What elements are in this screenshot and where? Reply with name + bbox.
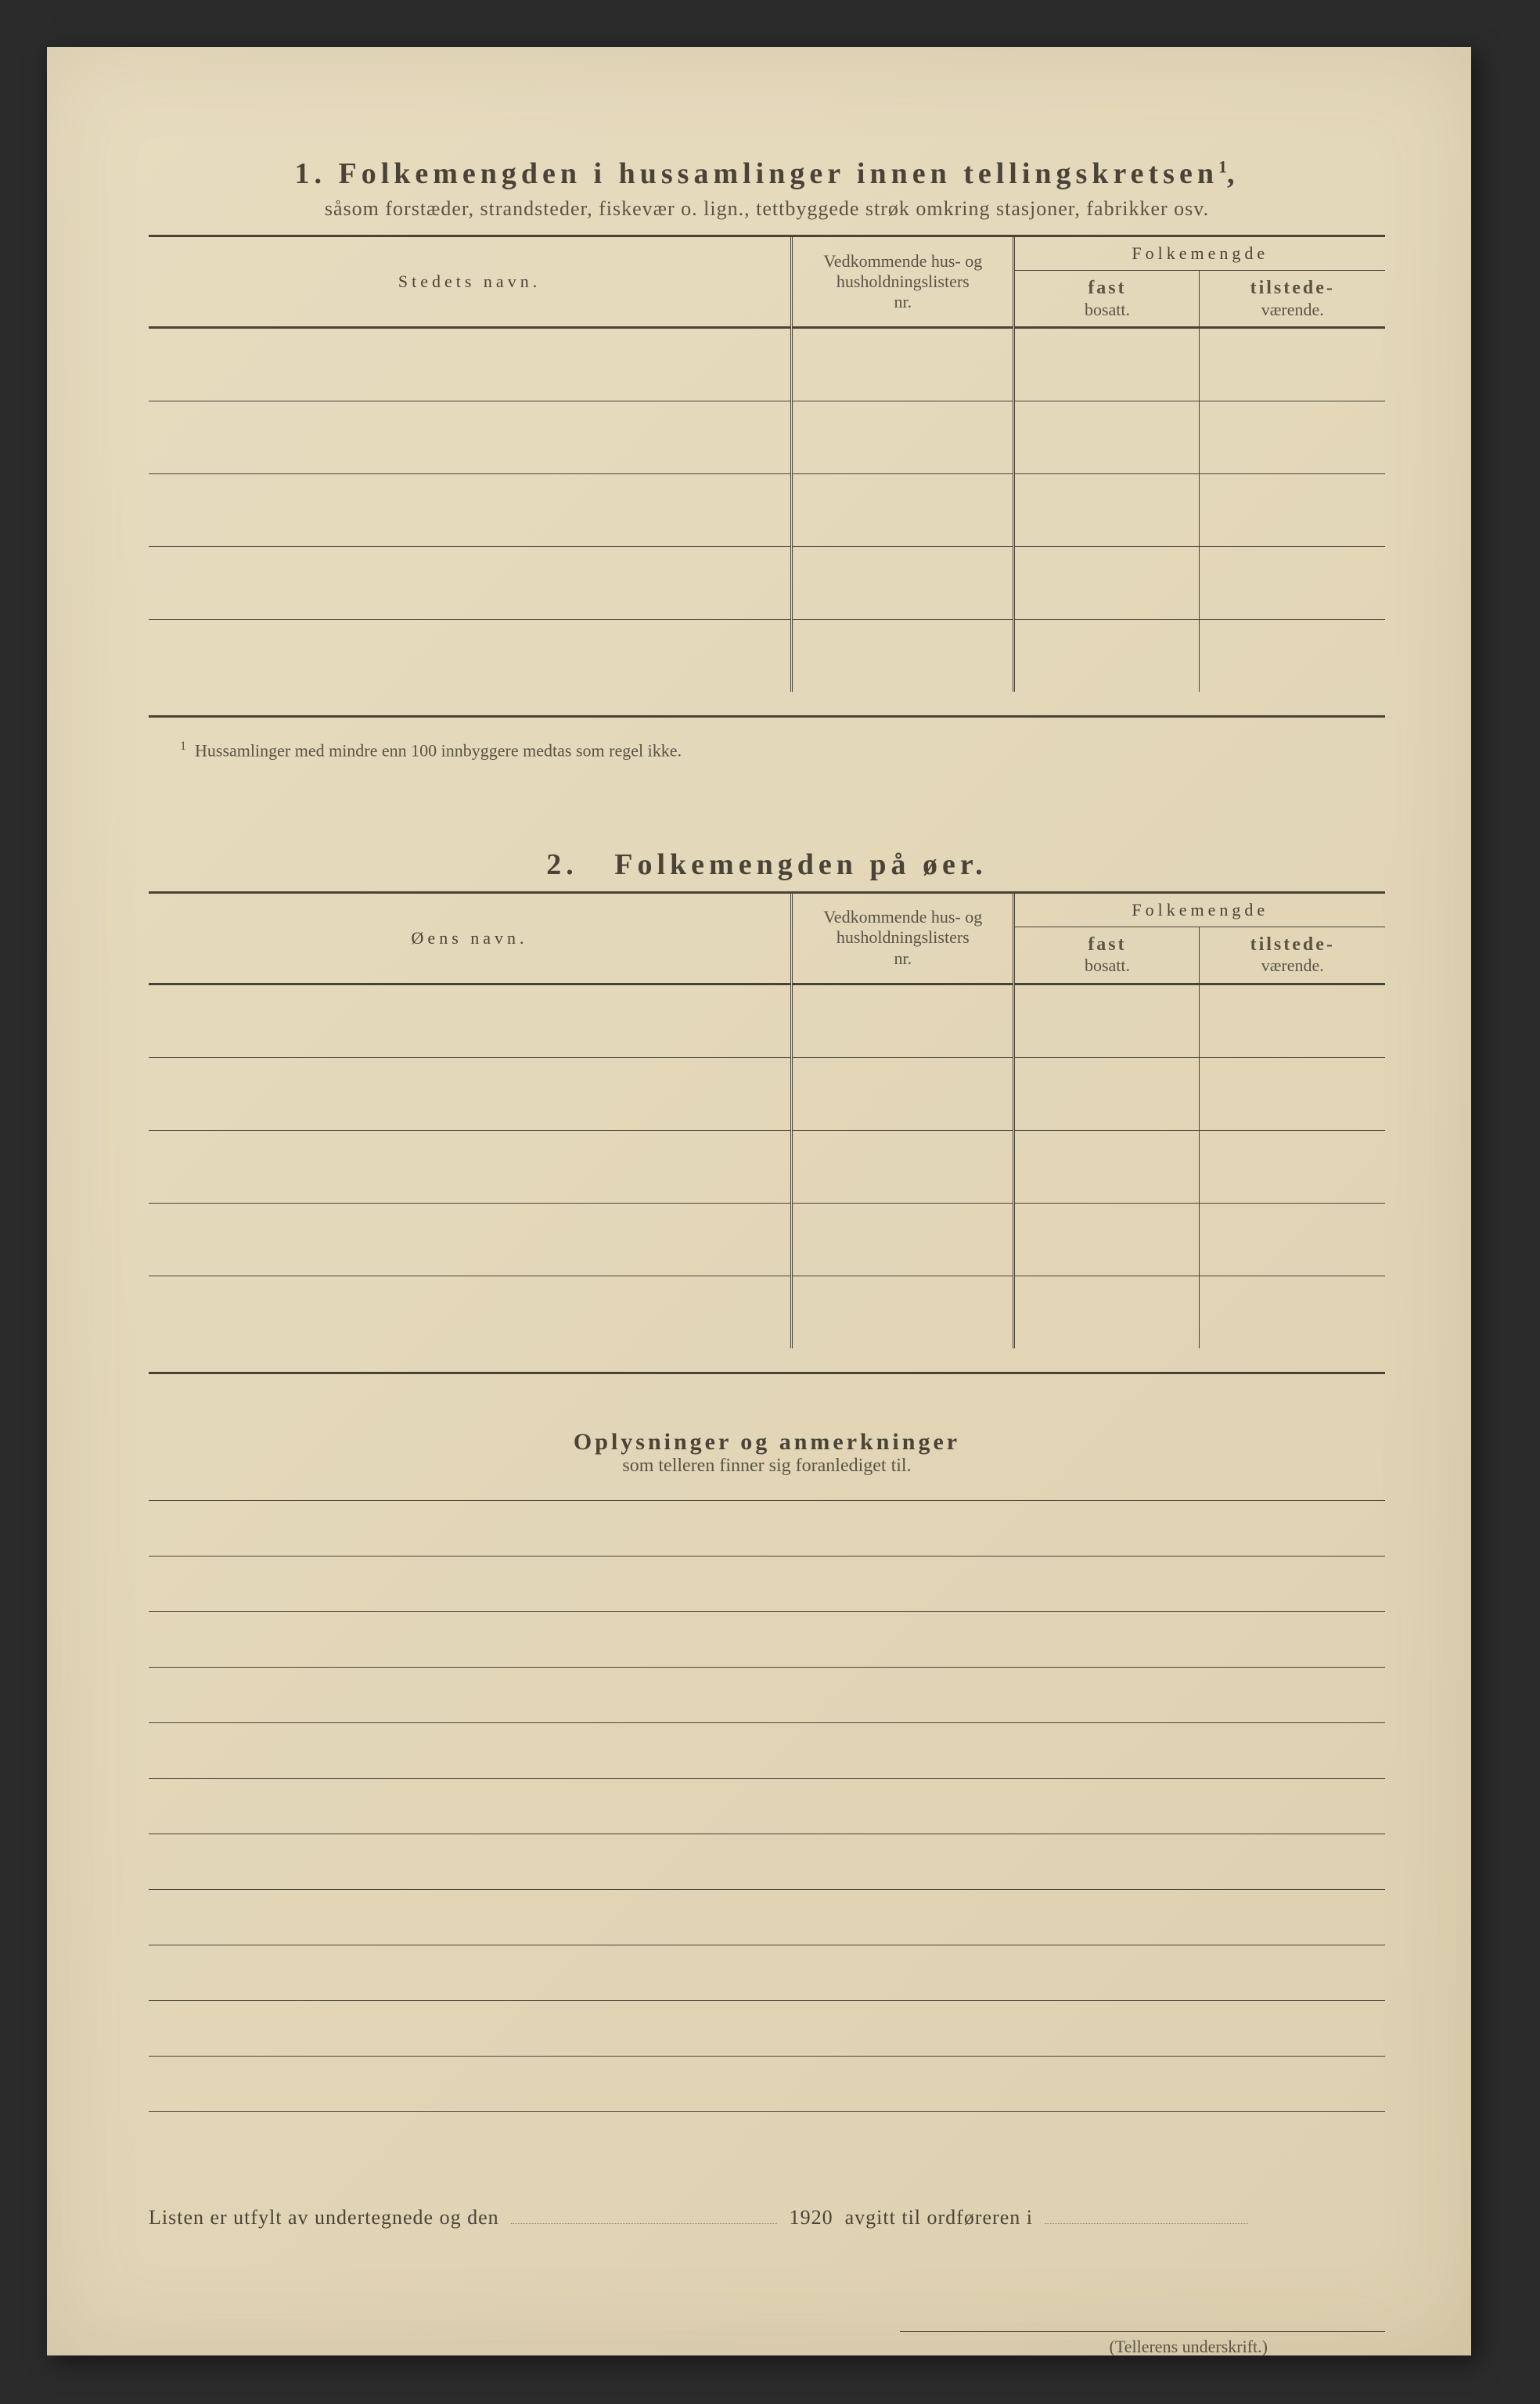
section2-table: Øens navn. Vedkommende hus- og husholdni… — [149, 894, 1385, 1348]
rule — [149, 1372, 1385, 1374]
s2-col-name: Øens navn. — [149, 894, 792, 984]
rule — [149, 715, 1385, 718]
s2-til-s: værende. — [1261, 955, 1324, 975]
s2-col-ref-l2: husholdningslisters — [837, 927, 970, 947]
in-ruled-line — [149, 1722, 1385, 1778]
notes-title: Oplysninger og anmerkninger — [149, 1429, 1385, 1456]
section1-number: 1. — [295, 157, 327, 190]
s1-col-ref-l2: husholdningslisters — [837, 272, 970, 291]
section2-number: 2. — [546, 848, 578, 881]
signature-line — [900, 2331, 1385, 2332]
footnote-mark: 1 — [180, 740, 186, 753]
in-ruled-line — [149, 1556, 1385, 1611]
section2-title: 2. Folkemengden på øer. — [149, 848, 1385, 882]
s2-col-ref-l1: Vedkommende hus- og — [823, 907, 982, 927]
s2-fast-s: bosatt. — [1085, 955, 1130, 975]
section1-footnote: 1 Hussamlinger med mindre enn 100 innbyg… — [180, 740, 1385, 761]
attest-suffix: avgitt til ordføreren i — [845, 2206, 1033, 2229]
in-ruled-line — [149, 1500, 1385, 1556]
census-form-page: { "section1": { "number": "1.", "title":… — [47, 47, 1471, 2355]
s1-fast-s: bosatt. — [1085, 300, 1130, 319]
attest-blank-date — [511, 2223, 777, 2224]
in-ruled-line — [149, 1611, 1385, 1667]
s2-col-tilstede: tilstede- værende. — [1200, 927, 1385, 984]
s1-col-fast: fast bosatt. — [1014, 271, 1200, 328]
s2-col-ref: Vedkommende hus- og husholdningslisters … — [792, 894, 1014, 984]
section1-title-sup: 1 — [1218, 157, 1227, 176]
attestation-line: Listen er utfylt av undertegnede og den … — [149, 2206, 1385, 2229]
section1-table: Stedets navn. Vedkommende hus- og hushol… — [149, 237, 1385, 692]
section1-title-text: Folkemengden i hussamlinger innen tellin… — [339, 157, 1218, 190]
s1-col-ref-l1: Vedkommende hus- og — [823, 251, 982, 271]
in-ruled-line — [149, 2056, 1385, 2111]
notes-ruled-area — [149, 1500, 1385, 2167]
s1-col-group: Folkemengde — [1014, 237, 1385, 271]
footnote-text: Hussamlinger med mindre enn 100 innbygge… — [195, 741, 682, 761]
in-ruled-line — [149, 1889, 1385, 1945]
s2-col-ref-l3: nr. — [894, 948, 912, 968]
attest-blank-place — [1045, 2223, 1248, 2224]
in-ruled-line — [149, 1667, 1385, 1722]
notes-subtitle: som telleren finner sig foranlediget til… — [149, 1456, 1385, 1477]
s1-col-ref-l3: nr. — [894, 292, 912, 311]
in-ruled-line — [149, 2000, 1385, 2056]
s2-til-b: tilstede- — [1204, 934, 1380, 956]
s1-col-ref: Vedkommende hus- og husholdningslisters … — [792, 237, 1014, 328]
s2-fast-b: fast — [1020, 934, 1194, 956]
section1-title: 1. Folkemengden i hussamlinger innen tel… — [149, 157, 1385, 191]
in-ruled-line — [149, 1778, 1385, 1834]
s1-til-b: tilstede- — [1204, 277, 1380, 300]
in-ruled-line — [149, 2111, 1385, 2167]
in-ruled-line — [149, 1834, 1385, 1889]
attest-year: 1920 — [790, 2206, 833, 2229]
section1-subtitle: såsom forstæder, strandsteder, fiskevær … — [149, 197, 1385, 221]
attest-prefix: Listen er utfylt av undertegnede og den — [149, 2206, 499, 2229]
s2-col-group: Folkemengde — [1014, 894, 1385, 927]
s1-col-name: Stedets navn. — [149, 237, 792, 328]
s1-til-s: værende. — [1261, 300, 1324, 319]
section2-title-text: Folkemengden på øer. — [614, 848, 987, 881]
s1-fast-b: fast — [1020, 277, 1194, 300]
s1-col-tilstede: tilstede- værende. — [1200, 271, 1385, 328]
in-ruled-line — [149, 1945, 1385, 2000]
s2-col-fast: fast bosatt. — [1014, 927, 1200, 984]
signature-label: (Tellerens underskrift.) — [149, 2337, 1385, 2357]
